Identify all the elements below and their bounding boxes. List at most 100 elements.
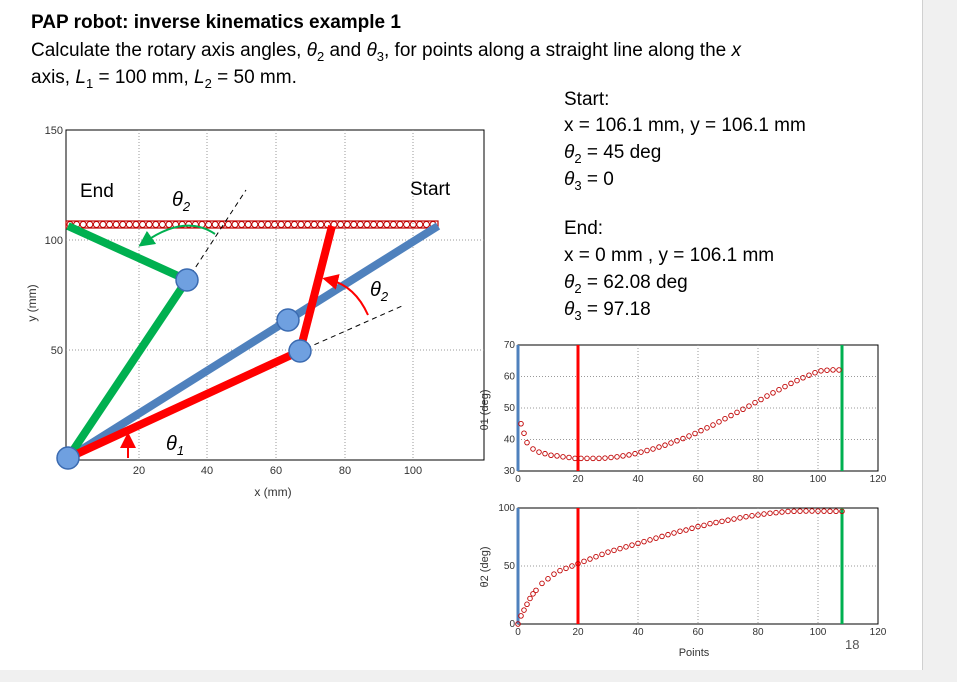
theta2-ref-dashed-green	[185, 189, 247, 283]
data-point	[548, 452, 554, 458]
data-point	[668, 440, 674, 446]
x-tick-label: 40	[632, 474, 644, 485]
red-arm-link1	[66, 347, 302, 462]
data-point	[647, 537, 653, 543]
x-tick-40: 40	[201, 465, 213, 477]
slide: PAP robot: inverse kinematics example 1 …	[0, 0, 923, 670]
data-point	[587, 556, 593, 562]
slide-title: PAP robot: inverse kinematics example 1	[31, 12, 401, 33]
data-point	[833, 508, 839, 514]
y-tick-label: 50	[504, 403, 516, 414]
data-point	[524, 601, 530, 608]
data-point	[710, 422, 716, 428]
data-point	[749, 513, 755, 519]
theta2-ref-dashed-red	[297, 305, 403, 353]
robot-x-ticks: 20 40 60 80 100	[133, 465, 422, 477]
data-point	[632, 450, 638, 457]
data-point	[686, 433, 692, 439]
data-point	[635, 540, 641, 547]
blue-elbow-joint	[276, 308, 300, 332]
data-point	[785, 508, 791, 515]
y-tick-50: 50	[51, 345, 63, 357]
data-point	[671, 530, 677, 536]
data-point	[542, 450, 548, 457]
data-point	[653, 535, 659, 541]
data-point	[650, 446, 656, 452]
theta2-xlabel: Points	[679, 647, 710, 659]
description-line-2: axis, L1 = 100 mm, L2 = 50 mm.	[31, 67, 297, 91]
x-tick-label: 20	[572, 474, 584, 485]
label-start: Start	[410, 179, 451, 200]
target-line-outline	[65, 220, 439, 229]
robot-xlabel: x (mm)	[254, 485, 291, 499]
data-point	[773, 509, 779, 516]
x-tick-label: 80	[752, 474, 764, 485]
data-point	[521, 430, 527, 436]
data-point	[758, 396, 764, 403]
robot-arm-plot: 20 40 60 80 100 150 100 50 x (mm) y (mm)	[25, 125, 485, 499]
data-point	[620, 453, 626, 459]
data-point	[707, 520, 713, 527]
data-point	[827, 508, 833, 514]
data-point	[803, 508, 809, 514]
y-tick-label: 60	[504, 372, 516, 383]
base-joint	[56, 446, 80, 470]
data-point	[809, 508, 815, 514]
x-tick-label: 60	[692, 474, 704, 485]
x-tick-20: 20	[133, 465, 145, 477]
x-tick-label: 60	[692, 627, 704, 638]
data-point	[584, 455, 590, 462]
data-point	[659, 533, 665, 540]
theta1-ylabel: θ1 (deg)	[479, 390, 491, 431]
data-point	[722, 415, 728, 422]
x-tick-label: 120	[870, 474, 887, 485]
data-point	[608, 454, 614, 461]
x-tick-label: 80	[752, 627, 764, 638]
y-tick-label: 100	[498, 503, 515, 514]
y-tick-150: 150	[45, 125, 63, 137]
robot-ylabel: y (mm)	[25, 284, 39, 321]
data-point	[719, 518, 725, 525]
x-tick-label: 100	[810, 627, 827, 638]
data-point	[761, 511, 767, 517]
x-tick-label: 100	[810, 474, 827, 485]
data-point	[581, 558, 587, 565]
red-theta2-arrow	[322, 274, 369, 316]
data-point	[752, 399, 758, 406]
data-point	[518, 613, 524, 619]
robot-plot-frame	[65, 129, 485, 461]
right-scroll-area	[923, 0, 957, 682]
data-point	[530, 591, 536, 597]
data-point	[794, 377, 800, 384]
y-tick-100: 100	[45, 235, 63, 247]
x-tick-label: 20	[572, 627, 584, 638]
data-point	[575, 560, 581, 567]
data-point	[680, 435, 686, 442]
data-point	[692, 430, 698, 437]
start-theta2: θ2 = 45 deg	[564, 142, 662, 166]
data-point	[836, 367, 842, 373]
data-point	[830, 367, 836, 373]
data-point	[524, 439, 530, 446]
data-point	[776, 386, 782, 393]
data-point	[740, 406, 746, 413]
data-point	[677, 528, 683, 534]
data-point	[623, 544, 629, 550]
data-point	[554, 453, 560, 459]
data-point	[599, 551, 605, 558]
x-tick-80: 80	[339, 465, 351, 477]
data-point	[770, 390, 776, 396]
x-tick-label: 40	[632, 627, 644, 638]
green-theta2-arrow	[138, 224, 216, 247]
robot-y-ticks: 150 100 50	[45, 125, 63, 357]
red-arm-link2	[296, 225, 336, 352]
data-point	[683, 527, 689, 533]
data-point	[728, 412, 734, 419]
green-elbow-joint	[175, 268, 199, 292]
data-point	[734, 409, 740, 416]
data-point	[578, 455, 584, 462]
data-point	[560, 454, 566, 460]
data-point	[704, 425, 710, 431]
data-point	[614, 454, 620, 460]
data-point	[533, 587, 539, 594]
